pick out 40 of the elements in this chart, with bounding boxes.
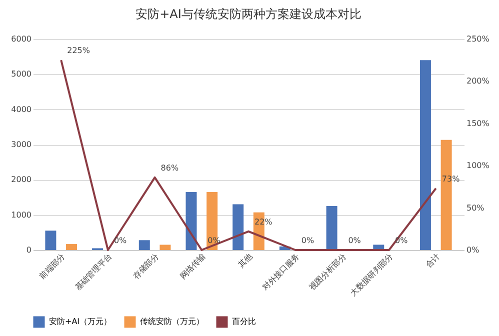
y-tick-label: 2000: [11, 175, 32, 184]
data-label: 86%: [160, 163, 179, 172]
x-tick-label: 基础管理平台: [73, 252, 114, 292]
x-tick-label: 对外接口服务: [260, 252, 302, 292]
y2-tick-label: 150%: [466, 118, 490, 128]
x-tick-label: 合计: [424, 252, 442, 270]
bar: [186, 192, 197, 250]
bar: [160, 244, 171, 250]
data-label: 0%: [301, 236, 314, 245]
bar: [232, 204, 244, 250]
y2-tick-label: 50%: [466, 203, 485, 212]
y-tick-label: 5000: [11, 70, 32, 79]
bar: [138, 240, 150, 250]
bar: [326, 206, 338, 250]
line-series: [60, 59, 437, 251]
x-tick-label: 前端部分: [38, 252, 67, 281]
y-tick-label: 4000: [11, 104, 32, 114]
legend-label: 安防+AI（万元）: [49, 317, 112, 326]
chart-title: 安防+AI与传统安防两种方案建设成本对比: [136, 7, 362, 21]
bar: [420, 60, 431, 250]
y-tick-label: 1000: [11, 210, 32, 220]
x-tick-label: 网络传输: [178, 252, 208, 281]
y-tick-label: 3000: [11, 140, 32, 149]
y2-tick-label: 100%: [466, 161, 490, 170]
data-label: 225%: [67, 46, 90, 56]
y2-tick-label: 250%: [466, 34, 490, 44]
y-tick-label: 0: [26, 246, 32, 254]
legend-label: 百分比: [232, 317, 256, 326]
y2-tick-label: 200%: [466, 76, 490, 86]
y-tick-label: 6000: [11, 34, 32, 44]
x-tick-label: 视图分析部分: [308, 252, 348, 292]
bar: [45, 230, 56, 250]
legend-label: 传统安防（万元）: [140, 317, 204, 326]
bar: [66, 244, 78, 250]
y2-tick-label: 0%: [466, 246, 480, 254]
x-tick-label: 存储部分: [131, 252, 160, 281]
x-tick-label: 大数据研判部分: [348, 252, 395, 298]
data-label: 0%: [348, 236, 362, 245]
data-label: 0%: [114, 236, 128, 245]
x-tick-label: 其他: [236, 252, 254, 270]
